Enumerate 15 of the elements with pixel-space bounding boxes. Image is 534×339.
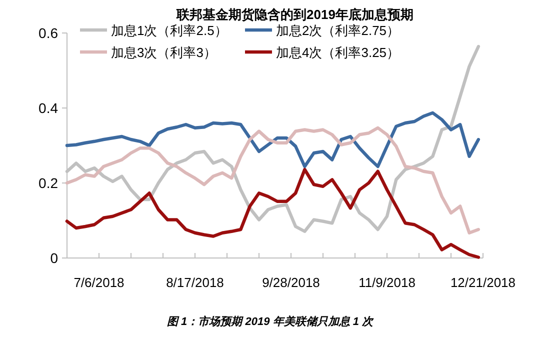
y-tick-label: 0 (50, 250, 58, 266)
x-tick-label: 7/6/2018 (74, 275, 124, 290)
x-tick-label: 9/28/2018 (262, 275, 320, 290)
legend-label: 加息4次（利率3.25） (276, 45, 400, 60)
x-tick-label: 11/9/2018 (358, 275, 416, 290)
legend-label: 加息3次（利率3） (111, 45, 216, 60)
y-tick-label: 0.6 (38, 25, 58, 41)
legend-label: 加息1次（利率2.5） (111, 23, 228, 38)
caption: 图 1：市场预期 2019 年美联储只加息 1 次 (167, 315, 374, 328)
y-tick-label: 0.4 (38, 100, 58, 116)
chart-title: 联邦基金期货隐含的到2019年底加息预期 (176, 7, 414, 22)
x-tick-label: 8/17/2018 (166, 275, 224, 290)
legend-label: 加息2次（利率2.75） (276, 23, 400, 38)
y-tick-label: 0.2 (38, 175, 58, 191)
x-tick-label: 12/21/2018 (450, 275, 516, 290)
